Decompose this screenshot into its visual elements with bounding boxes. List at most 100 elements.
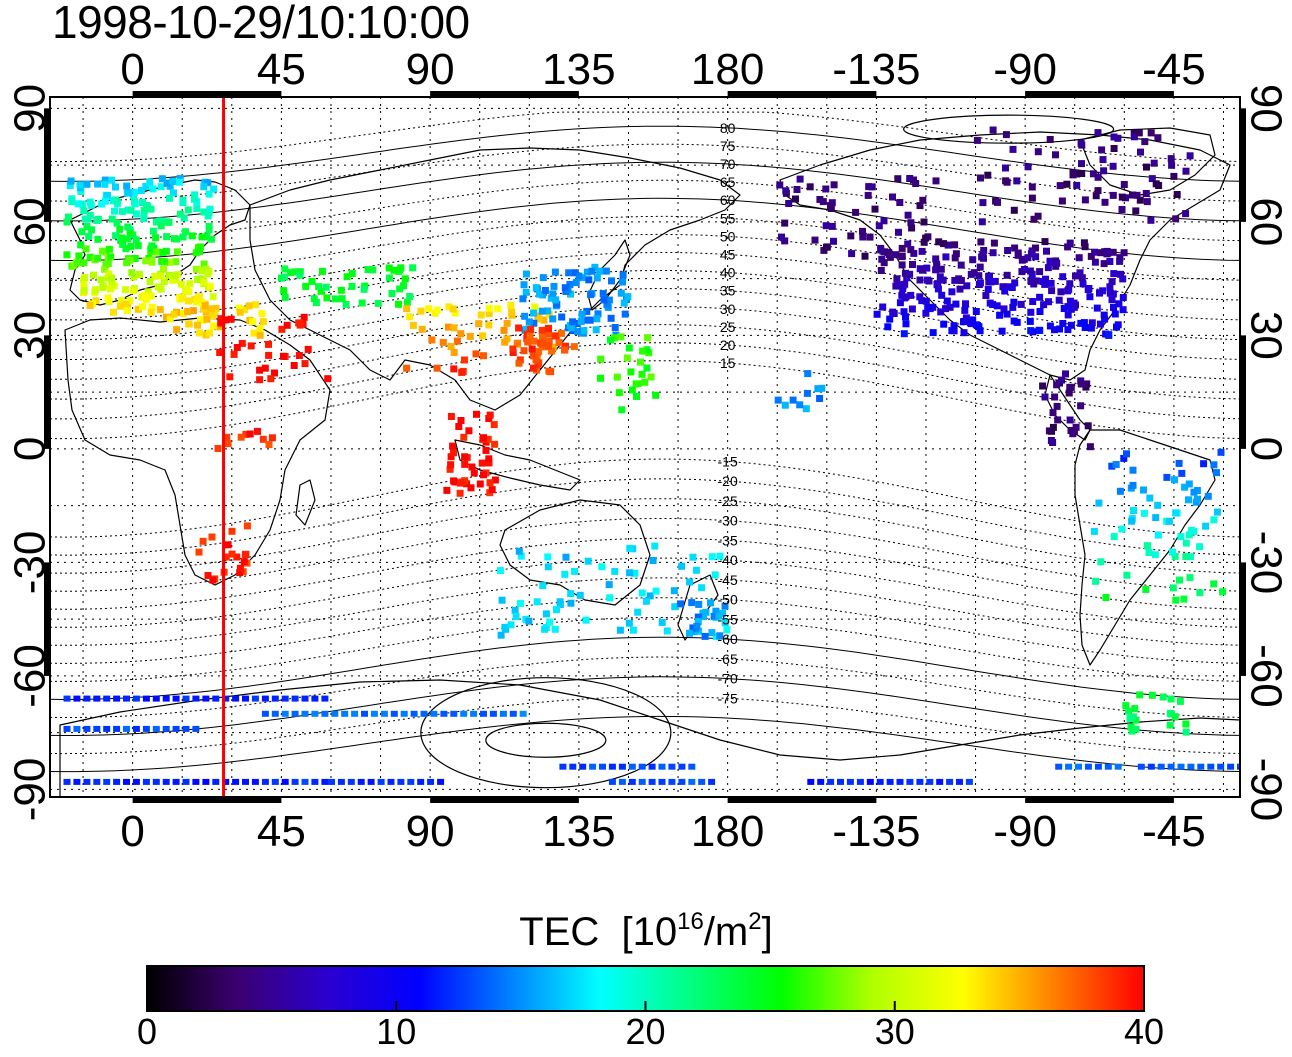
contour-oval-south-outer: [420, 677, 672, 789]
tec-point: [707, 599, 714, 607]
tec-point: [153, 218, 160, 226]
contour-label: 60: [720, 192, 736, 208]
tec-point: [663, 627, 671, 635]
tec-point: [337, 778, 345, 785]
tec-point: [180, 214, 188, 222]
tec-point: [1171, 552, 1179, 560]
tec-point: [942, 305, 950, 313]
tec-point: [132, 236, 140, 244]
tec-point: [291, 268, 299, 276]
tec-point: [261, 778, 269, 785]
tec-point: [141, 292, 149, 300]
tec-point: [796, 401, 804, 409]
contour-line: [50, 458, 1240, 538]
tec-point: [994, 198, 1001, 206]
tec-point: [1187, 553, 1195, 561]
tec-point: [447, 461, 455, 469]
tec-point: [532, 284, 540, 292]
colorbar-unit-exp: 16: [677, 908, 704, 935]
lon-tick-bottom: 0: [120, 807, 144, 856]
tec-point: [1173, 191, 1181, 198]
tec-point: [67, 177, 75, 185]
tec-point: [142, 257, 150, 265]
tec-point: [1176, 697, 1184, 705]
tec-point: [87, 201, 95, 209]
tec-point: [147, 308, 155, 316]
tec-point: [976, 263, 984, 271]
tec-point: [304, 345, 312, 353]
tec-point: [980, 254, 987, 262]
tec-point: [377, 778, 385, 785]
contour-line: [50, 636, 1240, 701]
tec-point: [63, 778, 71, 785]
frame-band-top: [430, 91, 579, 97]
tec-point: [525, 617, 533, 625]
tec-point: [425, 305, 433, 313]
tec-point: [201, 302, 209, 310]
tec-point: [332, 295, 339, 303]
tec-point: [827, 778, 835, 785]
tec-point: [987, 278, 995, 286]
tec-point: [586, 316, 594, 324]
tec-point: [503, 319, 511, 327]
tec-point: [1053, 259, 1061, 267]
tec-point: [182, 695, 190, 702]
tec-point: [698, 778, 706, 785]
tec-point: [173, 326, 181, 334]
tec-point: [1115, 300, 1123, 308]
tec-point: [172, 258, 180, 266]
tec-point: [242, 550, 250, 558]
tec-point: [146, 278, 154, 286]
tec-point: [1066, 239, 1074, 247]
tec-point: [940, 240, 948, 248]
tec-point: [1092, 577, 1100, 585]
tec-point: [113, 695, 121, 702]
contour-line: [50, 111, 1240, 163]
tec-point: [1137, 763, 1145, 770]
tec-point: [539, 274, 547, 282]
tec-point: [194, 276, 202, 283]
tec-point: [545, 311, 553, 319]
tec-point: [159, 248, 167, 256]
tec-point: [1090, 527, 1098, 535]
tec-point: [619, 278, 627, 286]
tec-point: [545, 324, 552, 332]
tec-point: [301, 778, 309, 785]
tec-point: [318, 267, 326, 275]
tec-point: [83, 778, 91, 785]
tec-point: [902, 293, 910, 301]
tec-point: [592, 326, 600, 334]
tec-point: [169, 177, 177, 185]
tec-point: [1213, 508, 1221, 516]
tec-point: [1066, 416, 1074, 424]
tec-point: [551, 625, 559, 633]
tec-point: [571, 567, 579, 575]
tec-point: [93, 217, 101, 224]
tec-point: [1172, 215, 1180, 223]
tec-point: [212, 695, 220, 702]
tec-point: [238, 339, 246, 347]
tec-point: [98, 200, 105, 208]
tec-point: [1091, 248, 1099, 256]
tec-point: [538, 326, 546, 334]
lon-tick-bottom: -90: [993, 807, 1057, 856]
tec-point: [1065, 389, 1073, 397]
tec-point: [1003, 310, 1011, 318]
tec-point: [1095, 499, 1103, 507]
tec-point: [204, 212, 212, 220]
tec-point: [291, 695, 299, 702]
tec-point: [1140, 486, 1147, 494]
tec-point: [265, 340, 272, 348]
tec-point: [1027, 308, 1035, 316]
tec-point: [1100, 260, 1108, 268]
tec-point: [1089, 170, 1097, 178]
tec-point: [1150, 159, 1158, 167]
tec-point: [202, 778, 210, 785]
tec-point: [256, 366, 264, 374]
contour-label: -20: [718, 473, 738, 489]
tec-point: [904, 240, 912, 248]
tec-point: [1039, 382, 1047, 390]
tec-point: [1154, 134, 1162, 142]
tec-point: [1177, 763, 1185, 770]
tec-point: [576, 591, 584, 599]
